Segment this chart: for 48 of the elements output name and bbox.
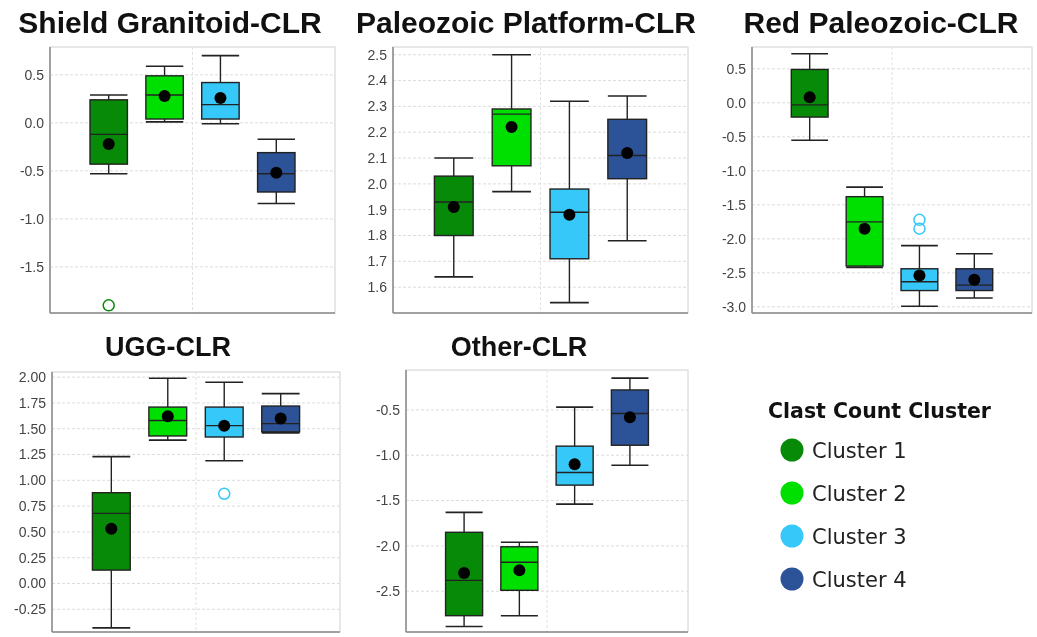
y-tick-label: 2.4 [367,72,388,89]
y-tick-label: 2.1 [367,149,388,166]
y-tick-label: -0.5 [19,162,45,179]
y-tick-label: 2.2 [367,124,388,141]
y-tick-label: 0.5 [726,60,747,77]
y-tick-label: -0.25 [14,601,47,618]
legend-label: Cluster 3 [812,524,907,549]
y-tick-label: -2.5 [375,583,401,600]
y-tick-label: 2.00 [18,369,47,386]
legend-title: Clast Count Cluster [768,399,992,423]
y-tick-label: -1.5 [19,258,45,275]
y-tick-label: -2.0 [721,230,747,247]
y-tick-label: 0.50 [18,523,47,540]
y-tick-label: -1.0 [375,447,401,464]
chart-title: Other-CLR [450,332,588,362]
chart-title: Shield Granitoid-CLR [18,6,322,39]
y-tick-label: -2.5 [721,264,747,281]
y-tick-label: -1.5 [375,492,401,509]
y-tick-label: -1.5 [721,196,747,213]
y-tick-label: 1.75 [18,394,47,411]
legend-label: Cluster 4 [812,567,907,592]
chart-title: UGG-CLR [105,332,231,362]
y-tick-label: 2.3 [367,98,388,115]
y-tick-label: 1.00 [18,472,47,489]
chart-title: Red Paleozoic-CLR [743,6,1019,39]
y-tick-label: 1.50 [18,420,47,437]
y-tick-label: 1.6 [367,279,388,296]
y-tick-label: 2.0 [367,175,388,192]
y-tick-label: 1.7 [367,253,388,270]
y-tick-label: 1.25 [18,446,47,463]
y-tick-label: -0.5 [721,128,747,145]
y-tick-label: -0.5 [375,401,401,418]
y-tick-label: 0.00 [18,575,47,592]
legend-label: Cluster 2 [812,481,907,506]
chart-title: Paleozoic Platform-CLR [355,6,697,39]
y-tick-label: -1.0 [721,162,747,179]
y-tick-label: -3.0 [721,298,747,315]
y-tick-label: 0.0 [726,94,747,111]
y-tick-label: 0.75 [18,498,47,515]
y-tick-label: 2.5 [367,46,388,63]
y-tick-label: -1.0 [19,210,45,227]
y-tick-label: 0.25 [18,549,47,566]
y-tick-label: 0.0 [24,114,45,131]
y-tick-label: 0.5 [24,66,45,83]
y-tick-label: -2.0 [375,537,401,554]
y-tick-label: 1.9 [367,201,388,218]
legend-label: Cluster 1 [812,438,907,463]
y-tick-label: 1.8 [367,227,388,244]
